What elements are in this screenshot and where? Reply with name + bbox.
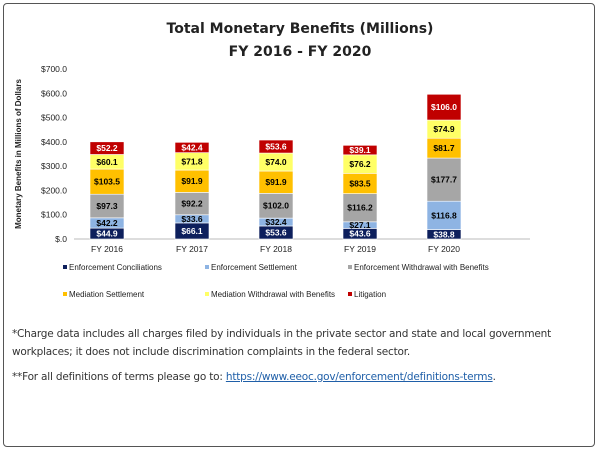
y-tick-label: $700.0 <box>41 64 67 74</box>
legend-label: Enforcement Conciliations <box>69 263 162 272</box>
data-label: $52.2 <box>96 143 118 153</box>
data-label: $66.1 <box>181 226 203 236</box>
legend-label: Enforcement Withdrawal with Benefits <box>354 263 489 272</box>
footnote-suffix: . <box>492 371 496 383</box>
data-label: $71.8 <box>181 156 203 166</box>
data-label: $74.0 <box>265 157 287 167</box>
footnote-prefix: **For all definitions of terms please go… <box>12 371 226 383</box>
legend-label: Mediation Settlement <box>69 290 145 299</box>
y-tick-label: $500.0 <box>41 113 67 123</box>
y-tick-label: $300.0 <box>41 161 67 171</box>
figure-frame <box>3 3 595 447</box>
data-label: $116.2 <box>347 203 373 213</box>
data-label: $103.5 <box>94 177 120 187</box>
data-label: $39.1 <box>349 145 371 155</box>
x-tick-label: FY 2018 <box>260 244 292 254</box>
data-label: $106.0 <box>431 102 457 112</box>
y-tick-label: $100.0 <box>41 210 67 220</box>
legend-label: Mediation Withdrawal with Benefits <box>211 290 335 299</box>
legend-swatch <box>63 265 67 269</box>
bar-segment <box>342 145 378 156</box>
x-tick-label: FY 2020 <box>428 244 460 254</box>
data-label: $97.3 <box>96 201 118 211</box>
x-tick-label: FY 2016 <box>91 244 123 254</box>
data-label: $91.9 <box>265 177 287 187</box>
legend-swatch <box>205 292 209 296</box>
legend-swatch <box>63 292 67 296</box>
x-tick-label: FY 2019 <box>344 244 376 254</box>
data-label: $27.1 <box>349 220 371 230</box>
data-label: $38.8 <box>433 229 455 239</box>
x-tick-label: FY 2017 <box>176 244 208 254</box>
footnote-charge-data: *Charge data includes all charges filed … <box>12 328 551 358</box>
chart-title: Total Monetary Benefits (Millions) <box>166 21 434 37</box>
chart-subtitle: FY 2016 - FY 2020 <box>228 44 372 60</box>
data-label: $92.2 <box>181 199 203 209</box>
data-label: $76.2 <box>349 159 371 169</box>
y-tick-label: $400.0 <box>41 137 67 147</box>
data-label: $102.0 <box>263 201 289 211</box>
y-axis-label: Monetary Benefits in Millions of Dollars <box>14 79 23 229</box>
data-label: $32.4 <box>265 217 287 227</box>
data-label: $43.6 <box>349 229 371 239</box>
bar-segment <box>174 142 210 153</box>
data-label: $33.6 <box>181 214 203 224</box>
definitions-link[interactable]: https://www.eeoc.gov/enforcement/definit… <box>225 371 493 383</box>
bar-segment <box>342 193 378 223</box>
bar-segment <box>89 168 125 195</box>
data-label: $81.7 <box>433 143 455 153</box>
data-label: $42.4 <box>181 142 203 152</box>
bar-segment <box>89 141 125 155</box>
y-tick-label: $.0 <box>55 234 67 244</box>
data-label: $83.5 <box>349 178 371 188</box>
data-label: $53.6 <box>265 142 287 152</box>
legend-swatch <box>348 265 352 269</box>
data-label: $74.9 <box>433 124 455 134</box>
bar-segment <box>258 193 294 219</box>
bar-segment <box>426 200 462 230</box>
data-label: $60.1 <box>96 157 118 167</box>
data-label: $177.7 <box>431 175 457 185</box>
y-tick-label: $600.0 <box>41 88 67 98</box>
footnote-definitions: **For all definitions of terms please go… <box>12 368 587 386</box>
bar-segment <box>426 93 462 121</box>
data-label: $116.8 <box>431 210 457 220</box>
legend-swatch <box>205 265 209 269</box>
legend-label: Litigation <box>354 290 386 299</box>
y-tick-label: $200.0 <box>41 185 67 195</box>
legend-swatch <box>348 292 352 296</box>
data-label: $44.9 <box>96 229 118 239</box>
bar-segment <box>258 139 294 154</box>
data-label: $53.6 <box>265 227 287 237</box>
data-label: $42.2 <box>96 218 118 228</box>
data-label: $91.9 <box>181 176 203 186</box>
bar-segment <box>426 157 462 202</box>
legend-label: Enforcement Settlement <box>211 263 298 272</box>
